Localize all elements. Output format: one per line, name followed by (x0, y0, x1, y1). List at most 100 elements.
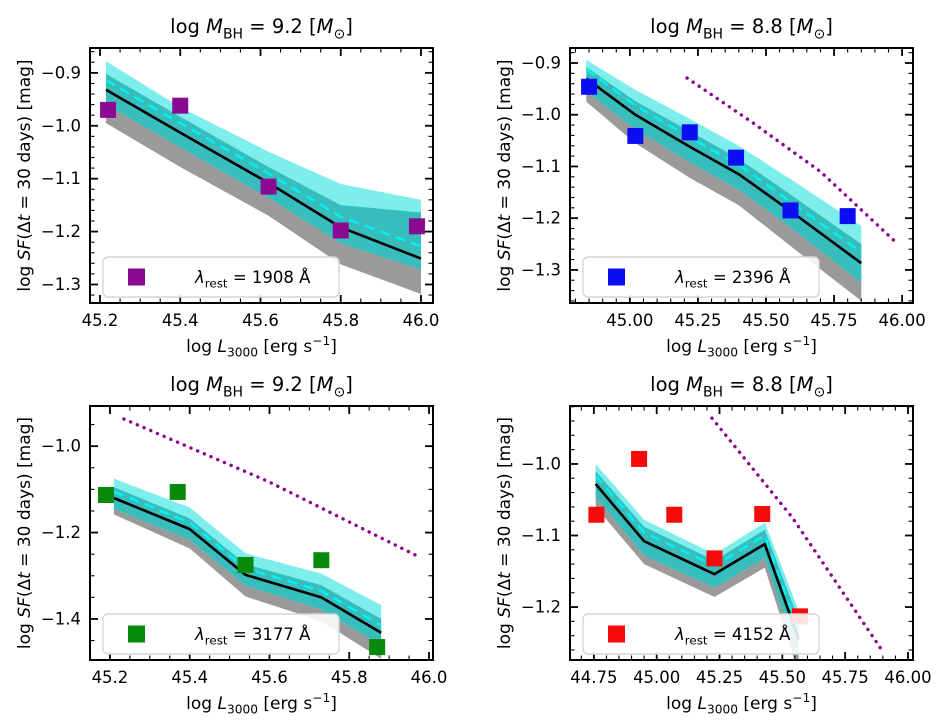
uncertainty-band-gray (106, 104, 421, 295)
x-tick-label: 45.50 (759, 668, 806, 687)
y-tick-label: −1.1 (521, 157, 561, 176)
x-axis-label: log L3000 [erg s−1] (186, 334, 337, 359)
y-axis-label: log SF(Δt = 30 days) [mag] (15, 59, 35, 291)
panel-title: log MBH = 9.2 [M⊙] (170, 373, 353, 400)
legend-label: λrest = 3177 Å (194, 625, 311, 648)
legend-box (102, 256, 340, 298)
data-point (260, 178, 277, 195)
uncertainty-band-inner (586, 67, 862, 283)
x-tick-label: 44.75 (570, 668, 617, 687)
data-point (754, 506, 771, 523)
legend-marker (608, 625, 625, 643)
panel-top-right: 45.00 45.25 45.50 45.75 46.00 −0.9 −1.0 −1.1 −1.… (495, 15, 926, 360)
data-point (237, 556, 254, 573)
x-tick-label: 45.8 (331, 668, 368, 687)
data-point (631, 450, 648, 467)
x-tick-label: 45.2 (82, 311, 119, 330)
y-tick-label: −1.0 (521, 105, 561, 124)
x-axis-label: log L3000 [erg s−1] (666, 691, 817, 716)
data-point (408, 218, 425, 235)
legend: λrest = 4152 Å (582, 613, 820, 655)
data-point (313, 552, 330, 569)
x-tick-label: 46.00 (884, 668, 931, 687)
data-point (97, 486, 114, 503)
data-point (706, 550, 723, 567)
data-point (839, 208, 856, 225)
y-tick-label: −1.2 (41, 222, 81, 241)
y-tick-label: −1.2 (521, 209, 561, 228)
data-point (100, 101, 117, 118)
y-tick-label: −1.0 (41, 116, 81, 135)
x-tick-label: 45.50 (742, 311, 789, 330)
plot-frame (89, 47, 434, 304)
panel-title: log MBH = 9.2 [M⊙] (170, 15, 353, 42)
y-tick-label: −1.3 (41, 275, 81, 294)
dashed-model-line (105, 79, 422, 248)
panel-title: log MBH = 8.8 [M⊙] (650, 373, 833, 400)
data-point (588, 506, 605, 523)
y-tick-label: −0.9 (41, 63, 81, 82)
y-axis-label: log SF(Δt = 30 days) [mag] (495, 417, 515, 649)
legend-label: λrest = 1908 Å (194, 268, 311, 291)
mean-model-line (594, 483, 800, 640)
data-point (627, 127, 644, 144)
x-tick-label: 45.4 (162, 311, 199, 330)
data-point (728, 149, 745, 166)
x-tick-label: 45.75 (810, 311, 857, 330)
uncertainty-band-gray (586, 91, 862, 301)
data-point (681, 124, 698, 141)
data-point (369, 639, 386, 656)
plot-frame (569, 47, 914, 304)
dotted-reference-line (122, 417, 419, 558)
x-tick-label: 45.75 (822, 668, 869, 687)
data-layer (581, 59, 899, 301)
y-axis-label: log SF(Δt = 30 days) [mag] (15, 417, 35, 649)
legend-label: λrest = 2396 Å (674, 268, 791, 291)
y-tick-label: −1.0 (41, 437, 81, 456)
y-tick-label: −1.1 (521, 526, 561, 545)
data-point (782, 202, 799, 219)
legend-label: λrest = 4152 Å (674, 625, 791, 648)
y-tick-label: −1.0 (521, 454, 561, 473)
uncertainty-band-gray (113, 508, 382, 659)
data-layer (97, 417, 419, 659)
data-point (169, 483, 186, 500)
y-tick-label: −0.9 (521, 54, 561, 73)
y-tick-label: −1.4 (41, 609, 81, 628)
panel-bottom-left: 45.2 45.4 45.6 45.8 46.0 −1.0 −1.2 −1.4 log MBH … (15, 373, 447, 717)
y-tick-label: −1.2 (521, 598, 561, 617)
x-tick-label: 45.25 (696, 668, 743, 687)
x-tick-label: 46.00 (878, 311, 925, 330)
dashed-model-line (585, 68, 862, 254)
legend: λrest = 2396 Å (582, 256, 820, 298)
x-tick-label: 45.00 (633, 668, 680, 687)
legend-box (582, 613, 820, 655)
data-point (172, 97, 189, 114)
y-tick-label: −1.3 (521, 260, 561, 279)
legend: λrest = 3177 Å (102, 613, 340, 655)
legend-box (102, 613, 340, 655)
legend-marker (128, 625, 145, 643)
x-tick-label: 45.25 (674, 311, 721, 330)
data-point (332, 222, 349, 239)
data-layer (100, 61, 425, 295)
legend: λrest = 1908 Å (102, 256, 340, 298)
x-tick-label: 45.6 (242, 311, 279, 330)
legend-marker (128, 268, 145, 286)
dotted-reference-line (710, 416, 883, 650)
panel-top-left: 45.2 45.4 45.6 45.8 46.0 −0.9 −1.0 −1.1 −1.2 −1.3… (15, 15, 439, 360)
x-axis-label: log L3000 [erg s−1] (186, 691, 337, 716)
x-axis-label: log L3000 [erg s−1] (666, 334, 817, 359)
x-tick-label: 46.0 (403, 311, 440, 330)
legend-marker (608, 268, 625, 286)
plot-frame (569, 405, 914, 661)
x-tick-label: 45.2 (92, 668, 129, 687)
data-point (581, 78, 598, 95)
mean-model-line (585, 77, 863, 265)
panel-bottom-right: 44.75 45.00 45.25 45.50 45.75 46.00 −1.0 −1.1 −1… (495, 373, 932, 717)
x-tick-label: 46.0 (411, 668, 448, 687)
y-tick-label: −1.2 (41, 523, 81, 542)
plot-frame (89, 405, 434, 661)
x-tick-label: 45.00 (606, 311, 653, 330)
